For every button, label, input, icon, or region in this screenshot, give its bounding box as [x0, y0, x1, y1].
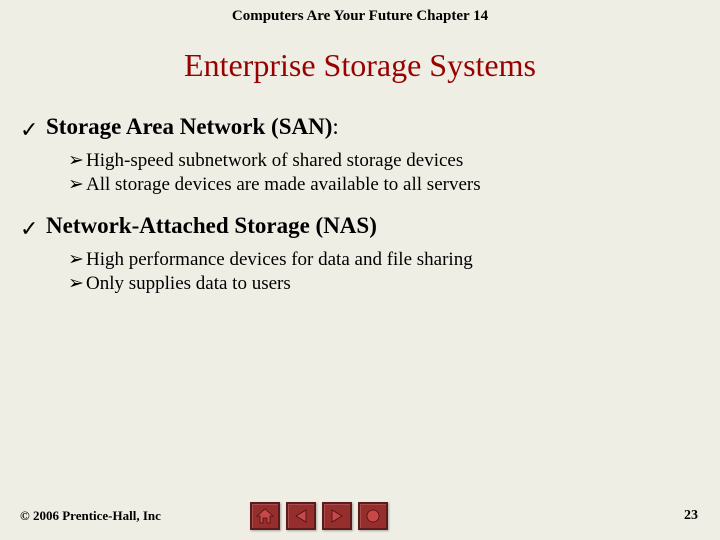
sub-bullet: ➢High-speed subnetwork of shared storage… — [68, 149, 720, 173]
bullet-main: ✓ Network-Attached Storage (NAS) — [20, 213, 720, 242]
slide-title: Enterprise Storage Systems — [0, 47, 720, 84]
sub-bullet-list: ➢High-speed subnetwork of shared storage… — [68, 149, 720, 197]
home-icon — [256, 508, 274, 524]
slide-header: Computers Are Your Future Chapter 14 — [0, 0, 720, 25]
nav-button-group — [250, 502, 388, 530]
sub-bullet-list: ➢High performance devices for data and f… — [68, 248, 720, 296]
next-icon — [329, 508, 345, 524]
sub-bullet-text: High-speed subnetwork of shared storage … — [86, 150, 463, 171]
bullet-heading: Storage Area Network (SAN) — [46, 114, 332, 139]
copyright-text: © 2006 Prentice-Hall, Inc — [20, 508, 161, 524]
next-button[interactable] — [322, 502, 352, 530]
arrow-icon: ➢ — [68, 248, 86, 272]
arrow-icon: ➢ — [68, 173, 86, 197]
slide-content: ✓ Storage Area Network (SAN): ➢High-spee… — [0, 114, 720, 296]
check-icon: ✓ — [20, 117, 42, 143]
arrow-icon: ➢ — [68, 149, 86, 173]
sub-bullet: ➢All storage devices are made available … — [68, 173, 720, 197]
sub-bullet: ➢High performance devices for data and f… — [68, 248, 720, 272]
page-number: 23 — [684, 508, 698, 524]
sub-bullet-text: High performance devices for data and fi… — [86, 249, 473, 270]
end-button[interactable] — [358, 502, 388, 530]
home-button[interactable] — [250, 502, 280, 530]
bullet-suffix: : — [332, 114, 338, 139]
arrow-icon: ➢ — [68, 272, 86, 296]
sub-bullet-text: Only supplies data to users — [86, 273, 291, 294]
check-icon: ✓ — [20, 216, 42, 242]
prev-button[interactable] — [286, 502, 316, 530]
end-icon — [365, 508, 381, 524]
sub-bullet-text: All storage devices are made available t… — [86, 174, 481, 195]
bullet-main: ✓ Storage Area Network (SAN): — [20, 114, 720, 143]
bullet-heading: Network-Attached Storage (NAS) — [46, 213, 377, 238]
sub-bullet: ➢Only supplies data to users — [68, 272, 720, 296]
prev-icon — [293, 508, 309, 524]
